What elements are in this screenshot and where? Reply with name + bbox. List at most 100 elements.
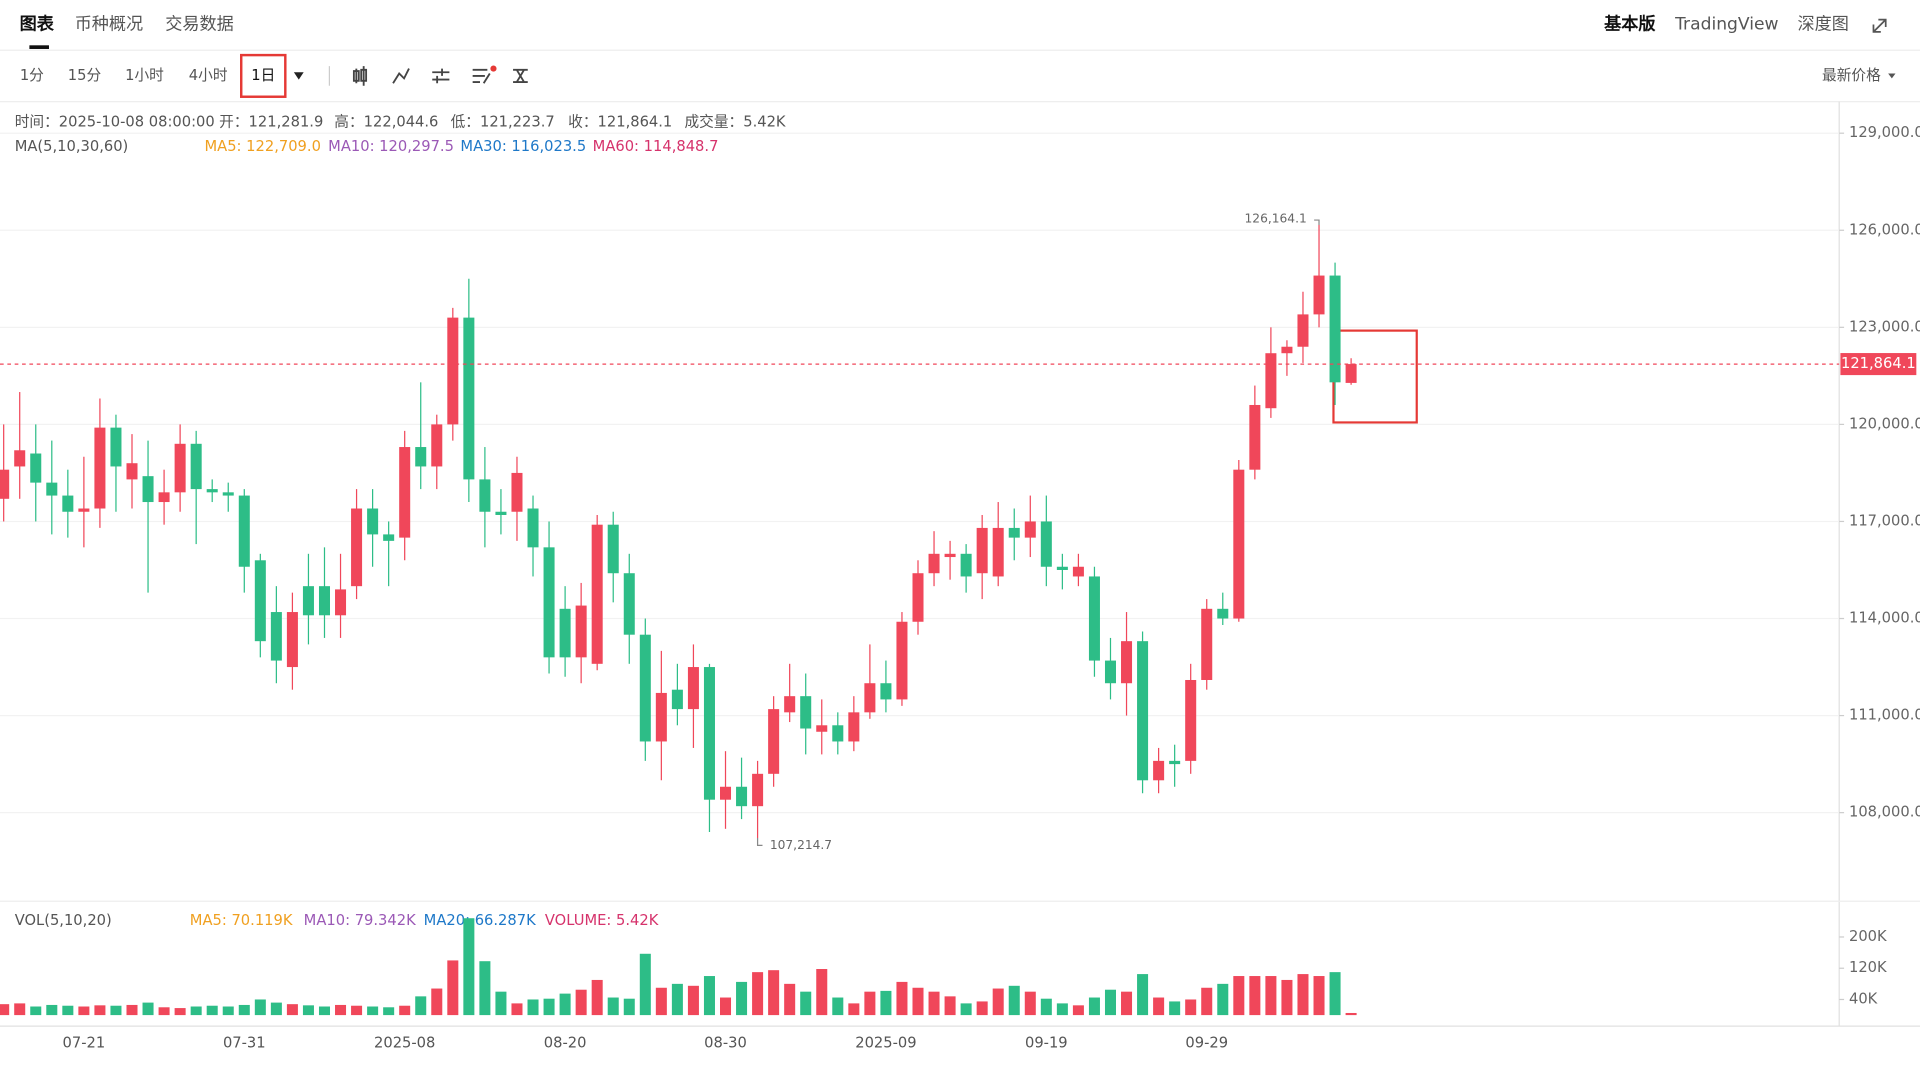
- dropdown-arrow[interactable]: [293, 72, 304, 80]
- volume-bar: [335, 1004, 347, 1016]
- candle-body: [976, 527, 988, 574]
- candle-body: [1024, 521, 1036, 538]
- ma-legend: MA(5,10,30,60): [15, 138, 129, 155]
- volume-bar: [543, 998, 555, 1016]
- tab[interactable]: 图表: [20, 13, 55, 34]
- candle-body: [158, 492, 170, 503]
- candle-body: [238, 495, 250, 567]
- volume-bar: [1217, 983, 1229, 1016]
- candle-body: [1217, 608, 1229, 619]
- volume-bar: [575, 989, 587, 1016]
- interval-button[interactable]: 1小时: [125, 67, 164, 84]
- volume-bar: [928, 991, 940, 1016]
- volume-bar: [720, 997, 732, 1016]
- candle-body: [431, 424, 443, 467]
- interval-button[interactable]: 1日: [251, 67, 275, 84]
- interval-button[interactable]: 15分: [68, 67, 102, 84]
- candle-body: [1088, 576, 1100, 661]
- volume-bar: [270, 1002, 282, 1016]
- volume-bar: [880, 990, 892, 1016]
- candle-body: [591, 524, 603, 664]
- y-tick-label: 117,000.0: [1849, 512, 1920, 529]
- volume-bar: [1249, 976, 1261, 1016]
- volume-bar: [302, 1005, 314, 1016]
- candle-body: [1104, 660, 1116, 684]
- y-tick-label: 40K: [1849, 990, 1878, 1007]
- x-tick-label: 08-30: [704, 1034, 747, 1051]
- volume-bar: [110, 1005, 122, 1016]
- candle-body: [399, 447, 411, 538]
- candle-body: [110, 427, 122, 467]
- volume-bar: [768, 970, 780, 1016]
- volume-bar: [367, 1006, 379, 1016]
- mode-button[interactable]: 深度图: [1798, 14, 1849, 34]
- y-tick-label: 114,000.0: [1849, 610, 1920, 627]
- candle-body: [1040, 521, 1052, 567]
- volume-bar: [238, 1004, 250, 1016]
- volume-bar: [1233, 976, 1245, 1016]
- volume-bar: [1329, 972, 1341, 1016]
- volume-bar: [896, 981, 908, 1016]
- volume-bar: [848, 1003, 860, 1016]
- volume-bar: [286, 1004, 298, 1016]
- candle-body: [880, 683, 892, 700]
- volume-bar: [399, 1005, 411, 1016]
- candle-body: [1313, 275, 1325, 315]
- y-tick-label: 200K: [1849, 928, 1887, 945]
- candle-body: [896, 621, 908, 700]
- ohlc-info: 时间：2025-10-08 08:00:00: [15, 113, 215, 130]
- y-tick-label: 108,000.0: [1849, 804, 1920, 821]
- candle-body: [222, 492, 234, 496]
- candle-body: [270, 612, 282, 661]
- volume-bar: [864, 991, 876, 1016]
- candle-body: [607, 524, 619, 574]
- x-tick-label: 09-19: [1025, 1034, 1068, 1051]
- vol-legend: MA10: 79.342K: [304, 912, 416, 929]
- candle-body: [736, 786, 748, 807]
- price-selector[interactable]: 最新价格: [1822, 67, 1881, 84]
- candle-body: [960, 553, 972, 577]
- candle-body: [1329, 275, 1341, 383]
- candle-body: [318, 586, 330, 616]
- toolbar-icons[interactable]: [352, 66, 528, 86]
- volume-bar: [254, 999, 266, 1016]
- candle-body: [671, 689, 683, 710]
- volume-bar: [463, 918, 475, 1016]
- candle-body: [1008, 527, 1020, 538]
- fullscreen-icon[interactable]: [1872, 18, 1887, 33]
- x-tick-label: 09-29: [1185, 1034, 1228, 1051]
- ohlc-info: 收：121,864.1: [568, 113, 672, 130]
- last-price-tag: [1840, 353, 1917, 376]
- candle-body: [655, 692, 667, 742]
- candle-body: [1201, 608, 1213, 680]
- interval-button[interactable]: 1分: [20, 67, 44, 84]
- volume-bar: [431, 988, 443, 1016]
- notification-dot: [490, 65, 497, 72]
- tab[interactable]: 交易数据: [165, 14, 234, 34]
- candle-body: [1297, 314, 1309, 347]
- y-tick-label: 129,000.0: [1849, 124, 1920, 141]
- volume-bar: [1137, 974, 1149, 1016]
- y-tick-label: 111,000.0: [1849, 707, 1920, 724]
- candle-body: [623, 573, 635, 635]
- candle-body: [720, 786, 732, 800]
- volume-bar: [1040, 998, 1052, 1016]
- y-tick-label: 123,000.0: [1849, 318, 1920, 335]
- volume-bar: [318, 1006, 330, 1016]
- mode-button[interactable]: TradingView: [1674, 14, 1778, 34]
- volume-bar: [222, 1006, 234, 1016]
- tab[interactable]: 币种概况: [75, 14, 144, 34]
- candle-body: [495, 511, 507, 515]
- volume-bar: [14, 1003, 26, 1016]
- volume-bar: [832, 997, 844, 1016]
- candle-body: [286, 612, 298, 668]
- interval-button[interactable]: 4小时: [189, 67, 228, 84]
- annotation-pointer: [756, 838, 763, 847]
- volume-bar: [1169, 1001, 1181, 1016]
- candle-body: [1121, 641, 1133, 684]
- dropdown-arrow[interactable]: [1888, 73, 1896, 79]
- volume-bar: [1008, 985, 1020, 1016]
- volume-bar: [912, 987, 924, 1016]
- candle-body: [559, 608, 571, 658]
- mode-button[interactable]: 基本版: [1604, 13, 1656, 34]
